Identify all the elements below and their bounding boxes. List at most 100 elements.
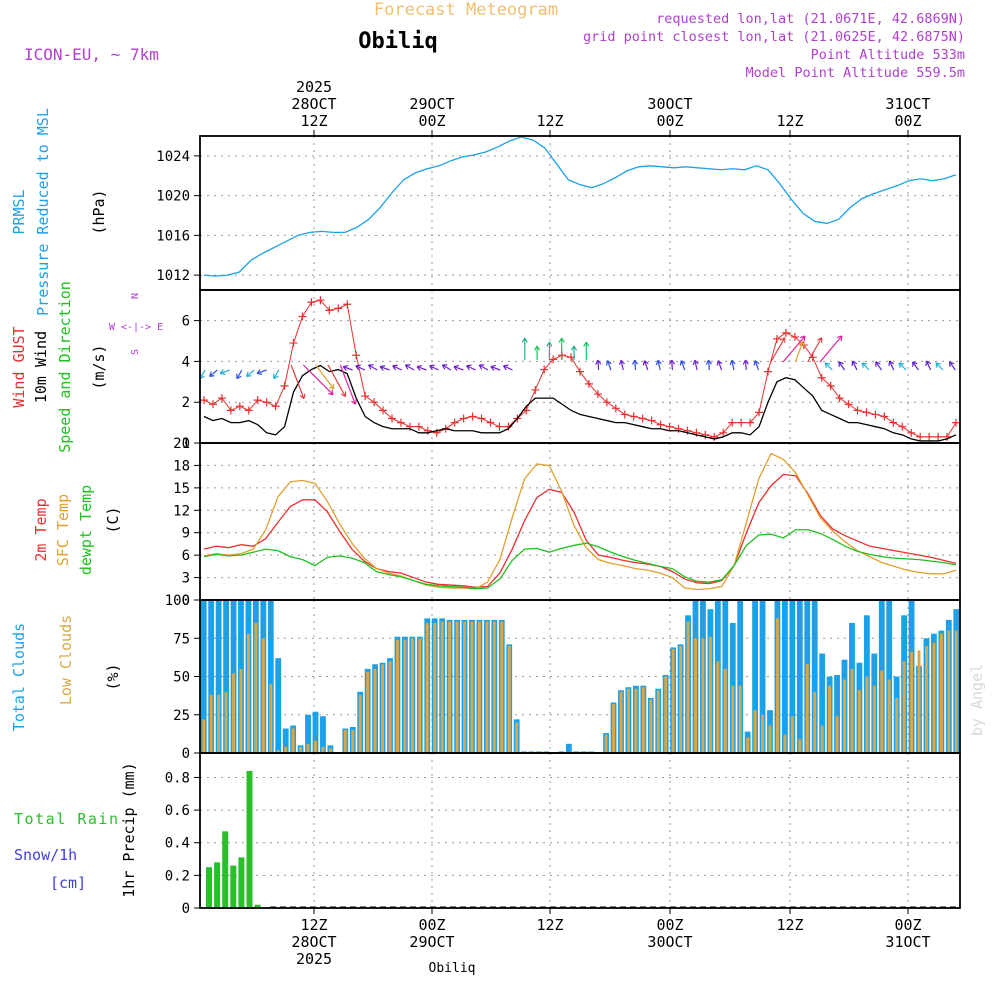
total-cloud-bar	[796, 600, 803, 753]
low-cloud-bar	[895, 697, 899, 753]
gust-marker	[755, 408, 764, 417]
ytick-label-0: 0	[182, 593, 190, 609]
gust-marker	[325, 306, 334, 315]
gust-marker	[540, 365, 549, 374]
ytick-label-0: 0	[182, 901, 190, 917]
compass-we: W <-|-> E	[109, 322, 163, 333]
wind-arrow-head	[800, 335, 806, 341]
ytick-label-0: 1012	[156, 268, 190, 284]
low-cloud-bar	[716, 661, 720, 753]
low-cloud-bar	[291, 728, 295, 753]
panel-wind: 0 2 4 6	[182, 290, 960, 452]
wind-arrow-head	[219, 369, 226, 375]
wind-arrow-head	[642, 360, 649, 366]
gust-marker	[647, 416, 656, 425]
bottom-label-0-line1: 12Z	[300, 916, 327, 934]
wind-arrow	[620, 360, 624, 371]
total-cloud-bar	[819, 653, 826, 753]
wind-arrow	[466, 365, 476, 371]
total-cloud-bar	[305, 714, 311, 753]
low-cloud-bar	[783, 734, 787, 753]
wind-arrow	[935, 362, 944, 371]
gust-marker	[307, 298, 316, 307]
low-cloud-bar	[761, 714, 765, 753]
wind-arrow-head	[742, 359, 749, 365]
wind-arrow	[717, 360, 723, 371]
wind-arrow	[912, 361, 919, 371]
gust-marker	[844, 400, 853, 409]
total-cloud-bar	[737, 600, 744, 753]
low-cloud-bar	[381, 664, 385, 753]
rain-bar	[222, 831, 229, 908]
wind-arrow	[744, 359, 747, 371]
wind-arrow	[643, 360, 649, 371]
panel-frame-4	[199, 752, 961, 909]
gust-marker	[584, 379, 593, 388]
gust-marker	[576, 367, 584, 376]
point-altitude: Point Altitude 533m	[811, 47, 965, 63]
total-cloud-bar	[834, 674, 840, 753]
top-label-3-line3: 00Z	[656, 112, 683, 130]
low-cloud-bar	[202, 719, 206, 753]
low-cloud-bar	[656, 690, 660, 753]
wind-arrow-head	[273, 373, 279, 380]
gust-marker	[934, 432, 943, 441]
wind-arrow-head	[441, 364, 448, 370]
gust-marker	[719, 428, 728, 437]
low-cloud-bar	[328, 748, 332, 753]
low-cloud-bar	[910, 652, 914, 753]
low-cloud-bar	[641, 687, 645, 753]
wind-arrow-head	[416, 365, 423, 371]
pressure-labels: PRMSL Pressure Reduced to MSL (hPa)	[10, 108, 108, 316]
ytick-label-2: 50	[173, 670, 190, 686]
gust-marker	[200, 396, 208, 405]
wind-arrow	[273, 369, 280, 379]
gust-marker	[737, 418, 746, 427]
gust-marker	[361, 392, 370, 401]
ytick-label-1: 0.2	[165, 868, 190, 884]
wind-arrow	[503, 365, 513, 371]
wind-arrow-head	[655, 359, 662, 366]
footer-station: Obiliq	[429, 961, 476, 976]
low-cloud-bar	[433, 622, 437, 753]
low-cloud-bar	[850, 668, 854, 753]
bottom-label-2-line1: 12Z	[536, 916, 563, 934]
wind-arrow	[875, 361, 882, 371]
wind-arrow	[379, 366, 390, 371]
low-cloud-bar	[887, 679, 891, 753]
low-cloud-bar	[485, 621, 489, 753]
wind-arrow-head	[521, 337, 528, 343]
watermark: by Angel	[968, 664, 986, 736]
wind-arrow-head	[618, 359, 625, 366]
wind-arrow	[246, 369, 255, 377]
total-cloud-bar	[781, 600, 788, 753]
rain-bar	[214, 862, 221, 908]
wind-arrow-head	[502, 364, 509, 371]
wind-arrow-head	[355, 364, 361, 371]
gust-marker	[602, 398, 611, 407]
wind-arrow-head	[631, 359, 639, 365]
top-label-1-line3: 00Z	[418, 112, 445, 130]
low-cloud-bar	[932, 642, 936, 753]
wind-arrow-head	[912, 361, 918, 367]
temp-line-0	[203, 473, 957, 588]
rain-bar	[230, 865, 237, 908]
wind-arrow-head	[351, 399, 357, 405]
ytick-label-4: 12	[173, 503, 190, 519]
total-cloud-bar	[565, 743, 572, 753]
wind-arrow	[925, 360, 932, 371]
ytick-label-1: 25	[173, 708, 190, 724]
total-cloud-bar	[215, 600, 222, 753]
wind-arrow-head	[342, 365, 349, 371]
wind-arrow-head	[679, 360, 686, 366]
bottom-label-3-line2: 30OCT	[647, 933, 692, 951]
wind-arrow	[302, 364, 334, 396]
wind-arrow-head	[453, 365, 459, 371]
gust-marker	[316, 296, 325, 305]
wind-arrow-head	[209, 371, 215, 378]
ytick-label-3: 0.6	[165, 803, 190, 819]
low-cloud-bar	[358, 694, 362, 753]
